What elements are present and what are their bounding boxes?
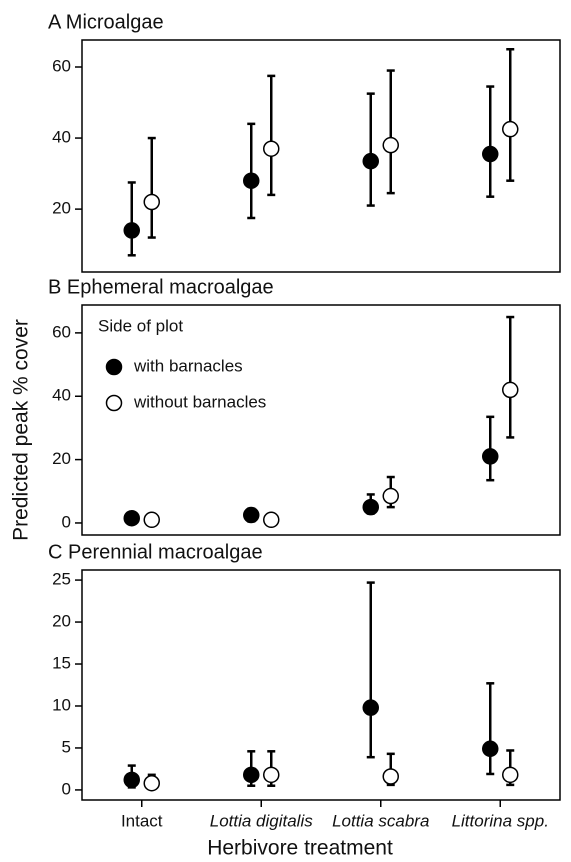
y-tick-label: 40	[52, 386, 71, 405]
point	[482, 145, 499, 163]
point	[502, 766, 519, 784]
x-tick-label: Intact	[121, 811, 163, 830]
y-axis-label: Predicted peak % cover	[10, 319, 33, 541]
point	[143, 774, 160, 792]
y-tick-label: 25	[52, 570, 71, 589]
legend-label: without barnacles	[133, 392, 266, 411]
point	[143, 511, 160, 529]
x-tick-label: Lottia digitalis	[210, 811, 314, 830]
panel-title: C Perennial macroalgae	[48, 541, 263, 563]
y-tick-label: 10	[52, 695, 71, 714]
y-tick-label: 40	[52, 128, 71, 147]
panel-title: A Microalgae	[48, 11, 164, 33]
legend-marker	[105, 394, 123, 412]
point	[263, 766, 280, 784]
legend-title: Side of plot	[98, 316, 183, 335]
x-tick-label: Littorina spp.	[452, 811, 549, 830]
legend-marker	[105, 358, 123, 376]
point	[502, 381, 519, 399]
point	[482, 740, 499, 758]
y-tick-label: 0	[62, 512, 71, 531]
point	[482, 448, 499, 465]
panel-title: B Ephemeral macroalgae	[48, 276, 274, 298]
point	[382, 136, 399, 154]
y-tick-label: 5	[62, 737, 71, 756]
point	[263, 511, 280, 529]
point	[362, 699, 379, 716]
y-tick-label: 20	[52, 612, 71, 631]
y-tick-label: 20	[52, 199, 71, 218]
x-axis-label: Herbivore treatment	[207, 837, 393, 860]
point	[362, 152, 379, 170]
plot-frame	[81, 39, 561, 273]
y-tick-label: 15	[52, 653, 71, 672]
plot-frame	[81, 304, 561, 536]
point	[263, 140, 280, 157]
point	[243, 172, 260, 189]
point	[123, 509, 140, 527]
point	[243, 766, 260, 784]
point	[143, 193, 160, 211]
point	[123, 771, 140, 789]
point	[123, 222, 140, 239]
point	[502, 120, 519, 138]
y-tick-label: 60	[52, 56, 71, 75]
point	[362, 498, 379, 516]
y-tick-label: 20	[52, 449, 71, 468]
point	[243, 506, 260, 524]
legend-label: with barnacles	[133, 356, 243, 375]
point	[382, 487, 399, 505]
point	[382, 768, 399, 785]
y-tick-label: 0	[62, 779, 71, 798]
y-tick-label: 60	[52, 322, 71, 341]
plot-frame	[81, 569, 561, 801]
x-tick-label: Lottia scabra	[332, 811, 429, 830]
